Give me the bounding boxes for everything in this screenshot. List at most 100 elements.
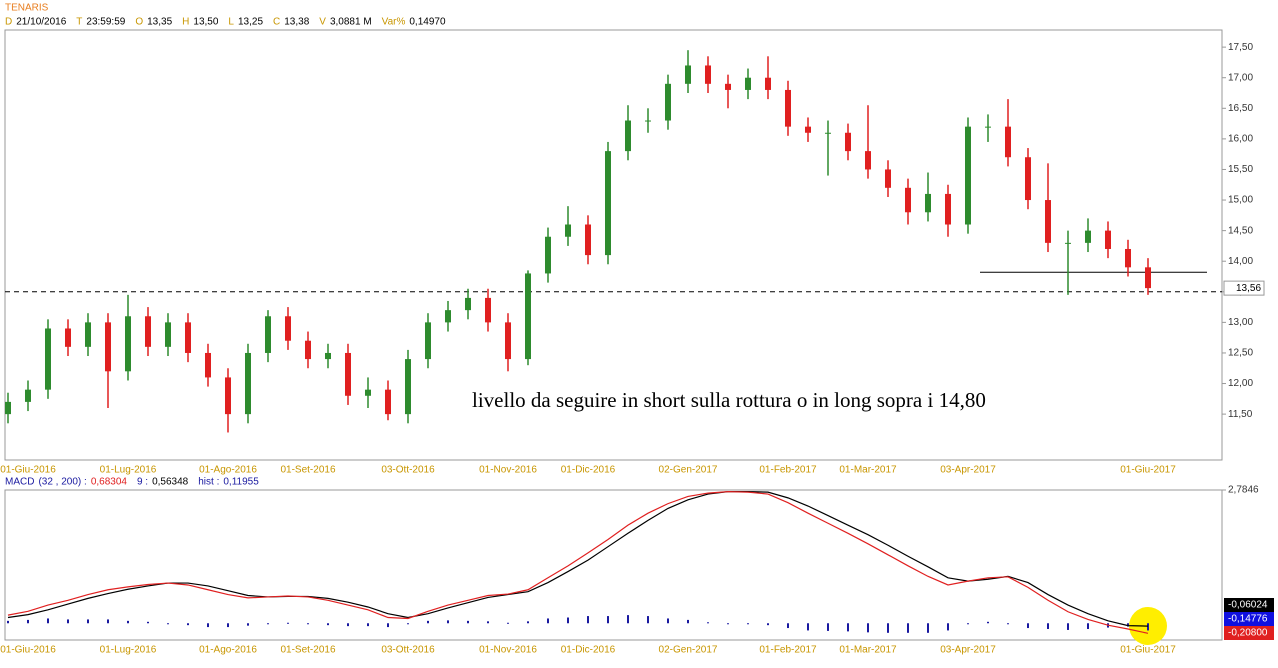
candle-body — [1125, 248, 1131, 268]
hist-bar — [507, 622, 509, 624]
hist-bar — [1087, 623, 1089, 629]
hist-bar — [387, 623, 389, 628]
x-tick-label: 01-Mar-2017 — [839, 645, 897, 656]
hist-bar — [1067, 623, 1069, 630]
candle-body — [345, 352, 351, 396]
x-tick-label: 01-Ago-2016 — [199, 645, 257, 656]
plot-frame — [4, 29, 1223, 461]
hist-bar — [647, 616, 649, 624]
x-tick-label: 01-Lug-2016 — [100, 465, 157, 476]
candle-body — [805, 126, 811, 133]
candle-body — [785, 89, 791, 127]
candle-body — [605, 151, 611, 256]
y-tick-label: 14,50 — [1228, 225, 1253, 236]
candle-body — [1085, 230, 1091, 243]
info-value: 0,56348 — [152, 477, 189, 488]
candle-body — [125, 316, 131, 372]
y-tick-label: 12,00 — [1228, 378, 1253, 389]
x-tick-label: 01-Mar-2017 — [839, 465, 897, 476]
info-label: V — [319, 17, 326, 28]
hist-bar — [667, 618, 669, 624]
candle-body — [205, 352, 211, 378]
last-price-label: 13,56 — [1236, 283, 1261, 294]
hist-bar — [627, 615, 629, 624]
candle-body — [825, 132, 831, 134]
hist-bar — [467, 620, 469, 624]
info-value: 0,14970 — [409, 17, 446, 28]
hist-bar — [447, 620, 449, 624]
hist-bar — [487, 621, 489, 624]
y-tick-label: 17,50 — [1228, 42, 1253, 53]
info-value: 0,11955 — [223, 477, 259, 488]
y-tick-label: 16,00 — [1228, 134, 1253, 145]
y-tick-label: 14,00 — [1228, 256, 1253, 267]
x-tick-label: 01-Feb-2017 — [759, 645, 817, 656]
x-tick-label: 01-Ago-2016 — [199, 465, 257, 476]
x-tick-label: 01-Nov-2016 — [479, 645, 537, 656]
info-value: 0,68304 — [91, 477, 128, 488]
info-label: D — [5, 17, 12, 28]
candle-body — [25, 389, 31, 402]
hist-bar — [1147, 623, 1149, 631]
candle-body — [65, 328, 71, 347]
x-tick-label: 01-Giu-2017 — [1120, 645, 1176, 656]
hist-bar — [1047, 623, 1049, 629]
last-value-label: -0,20800 — [1228, 628, 1268, 639]
last-value-box — [1224, 598, 1274, 612]
hist-bar — [807, 623, 809, 631]
candle-body — [765, 77, 771, 90]
candle-body — [965, 126, 971, 225]
x-tick-label: 01-Set-2016 — [280, 645, 335, 656]
candle-body — [565, 224, 571, 237]
candle-body — [385, 389, 391, 415]
hist-bar — [1027, 623, 1029, 629]
hist-bar — [187, 623, 189, 626]
candle-body — [845, 132, 851, 152]
hist-bar — [287, 622, 289, 624]
last-value-box — [1224, 612, 1274, 626]
hist-bar — [1007, 623, 1009, 625]
hist-bar — [267, 623, 269, 625]
candle-body — [865, 151, 871, 170]
info-value: 13,38 — [284, 17, 309, 28]
macd-line — [7, 491, 1149, 627]
hist-bar — [927, 623, 929, 633]
info-label: Var% — [382, 17, 406, 28]
info-label: L — [228, 17, 234, 28]
candle-body — [425, 322, 431, 360]
hist-bar — [1127, 623, 1129, 627]
candle-body — [105, 322, 111, 372]
x-tick-label: 02-Gen-2017 — [659, 645, 718, 656]
hist-bar — [747, 623, 749, 625]
chart-title: TENARIS — [5, 3, 49, 14]
hist-bar — [727, 623, 729, 625]
candle-body — [1065, 242, 1071, 244]
y-tick-label: 15,00 — [1228, 195, 1253, 206]
last-value-label: -0,14776 — [1228, 614, 1268, 625]
macd-line — [7, 491, 1149, 634]
info-label: H — [182, 17, 189, 28]
hist-bar — [147, 621, 149, 624]
candle-body — [745, 77, 751, 90]
candle-body — [545, 236, 551, 274]
hist-bar — [547, 618, 549, 624]
hist-bar — [407, 623, 409, 625]
candle-body — [1005, 126, 1011, 158]
last-value-box — [1224, 626, 1274, 640]
hist-bar — [307, 623, 309, 625]
plot-frame — [4, 489, 1223, 641]
x-tick-label: 01-Giu-2017 — [1120, 465, 1176, 476]
candle-body — [485, 297, 491, 323]
hist-bar — [907, 623, 909, 633]
candle-body — [1105, 230, 1111, 249]
candle-body — [505, 322, 511, 360]
info-value: 13,25 — [238, 17, 263, 28]
candle-body — [365, 389, 371, 396]
candle-body — [265, 316, 271, 353]
y-tick-label: 2,7846 — [1228, 485, 1259, 496]
candle-body — [225, 377, 231, 415]
candle-body — [445, 310, 451, 323]
candle-body — [1045, 200, 1051, 243]
candle-body — [5, 401, 11, 415]
